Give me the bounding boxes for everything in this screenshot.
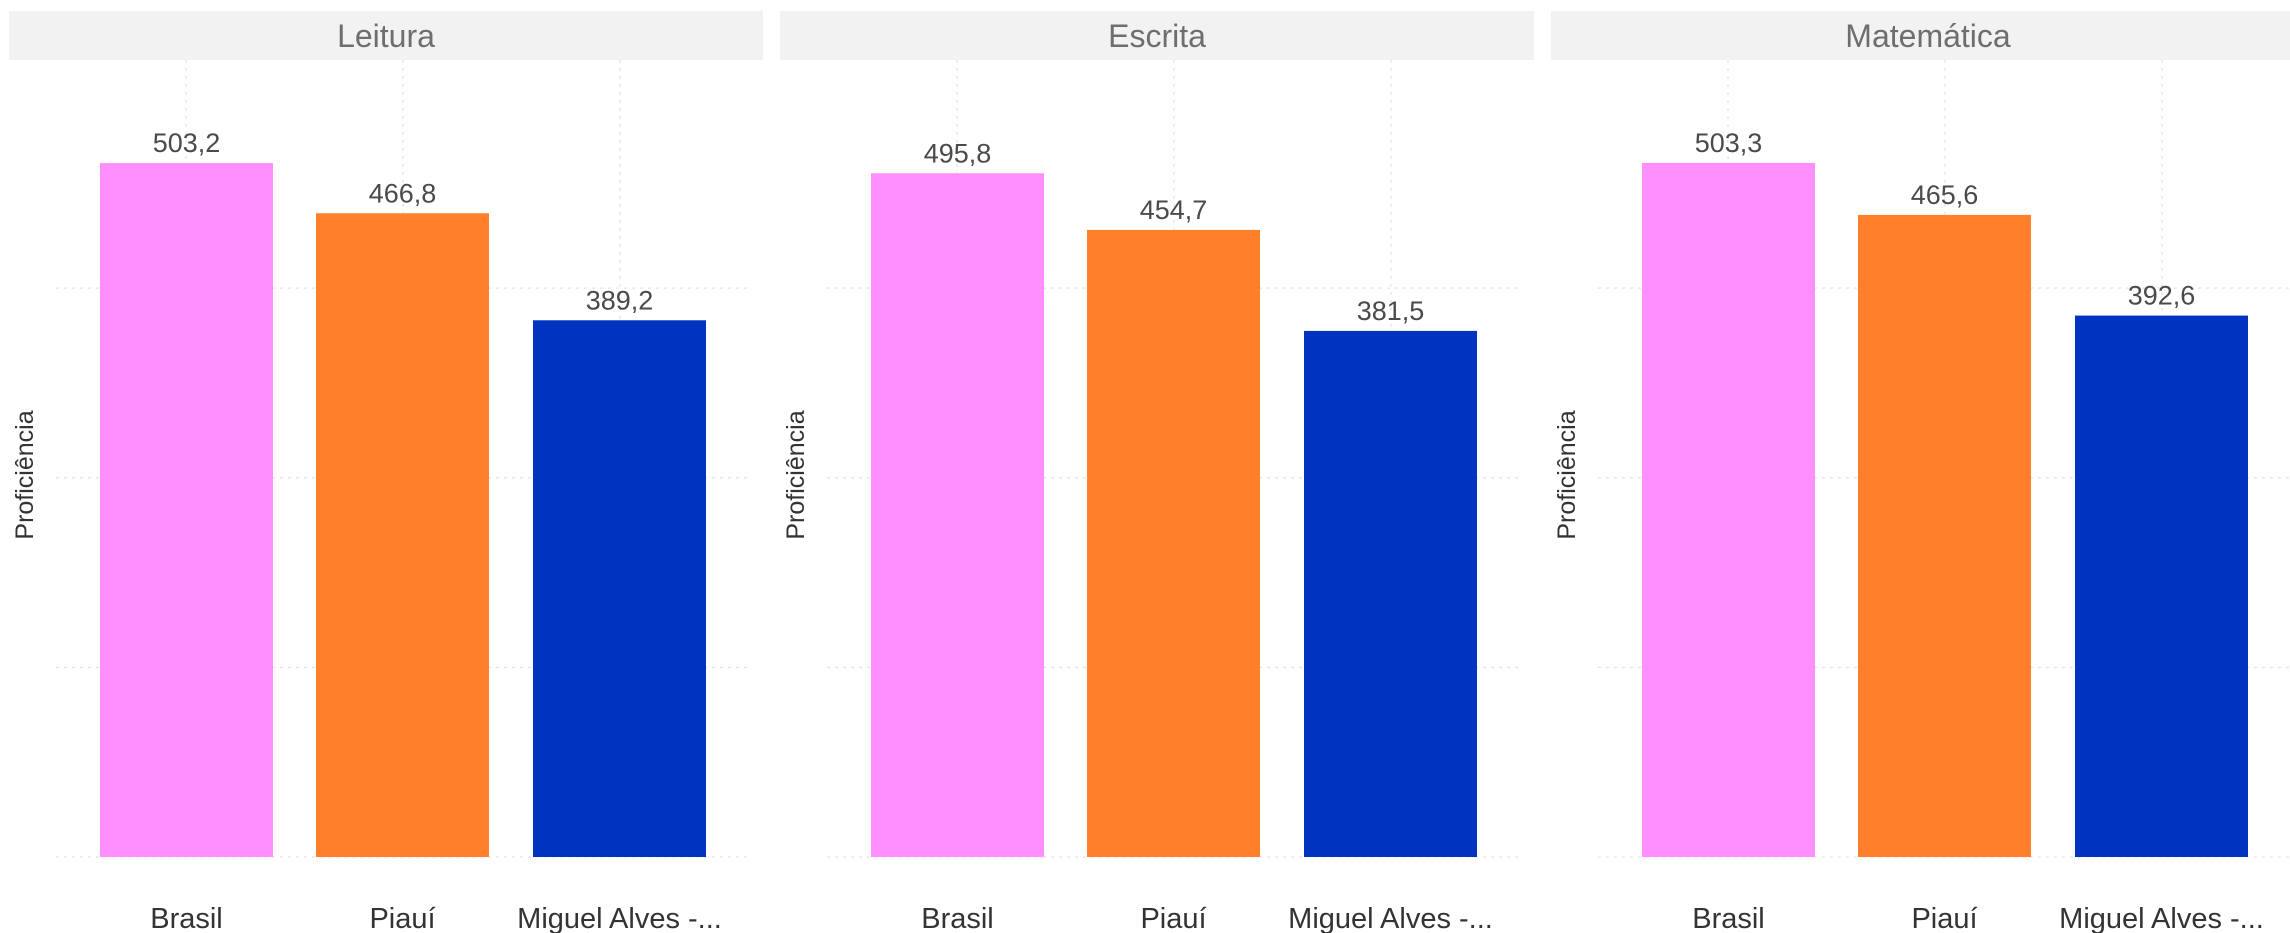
panel-strip	[1551, 11, 2290, 60]
data-label: 465,6	[1911, 180, 1979, 210]
bar-miguel-alves	[533, 320, 706, 858]
data-label: 392,6	[2128, 281, 2196, 311]
x-tick-label: Piauí	[369, 903, 435, 933]
x-tick-label: Piauí	[1911, 903, 1977, 933]
panel-title: Leitura	[337, 18, 435, 54]
bar-piaui	[1858, 214, 2031, 857]
x-tick-label: Miguel Alves -...	[1288, 903, 1493, 933]
panel-title: Escrita	[1108, 18, 1206, 54]
bar-brasil	[871, 173, 1044, 858]
x-tick-label: Miguel Alves -...	[517, 903, 722, 933]
x-tick-label: Brasil	[1692, 903, 1765, 933]
panel-escrita: Escrita Proficiência 495,8 Brasil 454,7 Piauí…	[780, 11, 1534, 933]
data-label: 381,5	[1357, 296, 1425, 326]
bar-miguel-alves	[1304, 330, 1477, 857]
data-label: 389,2	[586, 285, 654, 315]
x-tick-label: Brasil	[150, 903, 223, 933]
bar-piaui	[1087, 229, 1260, 857]
y-axis-label: Proficiência	[1553, 410, 1581, 539]
y-axis-label: Proficiência	[782, 410, 810, 539]
x-tick-label: Piauí	[1140, 903, 1206, 933]
data-label: 454,7	[1140, 195, 1208, 225]
data-label: 466,8	[369, 178, 437, 208]
panel-strip	[780, 11, 1534, 60]
panel-title: Matemática	[1845, 18, 2011, 54]
bar-piaui	[316, 213, 489, 857]
bar-brasil	[100, 163, 273, 857]
panel-matematica: Matemática Proficiência 503,3 Brasil 465,6 Pi…	[1551, 11, 2290, 933]
y-axis-label: Proficiência	[11, 410, 39, 539]
x-tick-label: Brasil	[921, 903, 994, 933]
data-label: 503,2	[153, 128, 221, 158]
panel-strip	[9, 11, 763, 60]
data-label: 495,8	[924, 138, 992, 168]
panel-leitura: Leitura Proficiência 503,2 Brasil 466,8 Piauí…	[9, 11, 763, 933]
bar-miguel-alves	[2075, 315, 2248, 858]
bar-brasil	[1642, 162, 1815, 858]
data-label: 503,3	[1695, 128, 1763, 158]
x-tick-label: Miguel Alves -...	[2059, 903, 2264, 933]
